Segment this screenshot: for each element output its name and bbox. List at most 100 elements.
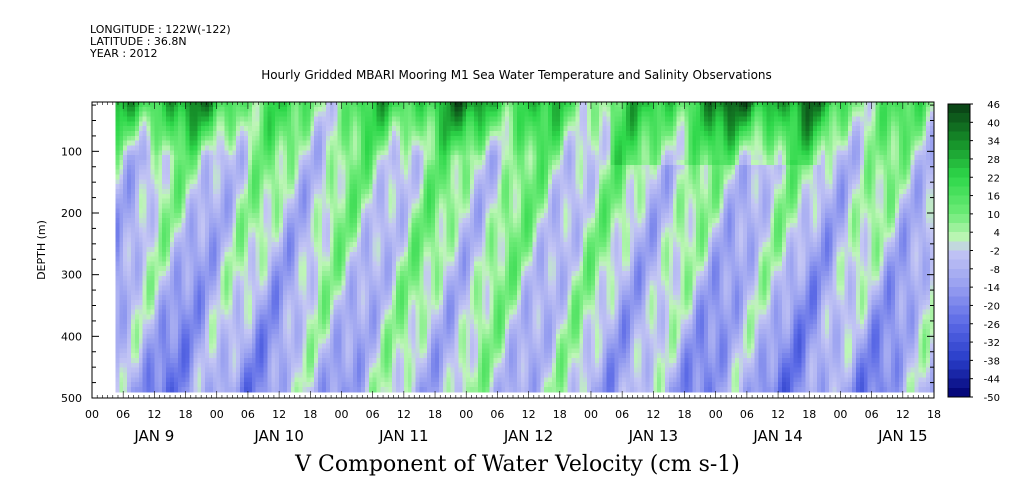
heatmap-cell	[236, 170, 241, 175]
heatmap-cell	[314, 315, 319, 320]
heatmap-cell	[135, 237, 140, 242]
heatmap-cell	[236, 310, 241, 315]
heatmap-cell	[174, 358, 179, 363]
heatmap-cell	[143, 305, 148, 310]
heatmap-cell	[186, 218, 191, 223]
heatmap-cell	[388, 281, 393, 286]
heatmap-cell	[361, 184, 366, 189]
heatmap-cell	[260, 160, 265, 165]
heatmap-cell	[349, 141, 354, 146]
heatmap-cell	[193, 218, 198, 223]
heatmap-cell	[213, 160, 218, 165]
heatmap-cell	[209, 179, 214, 184]
heatmap-cell	[217, 339, 222, 344]
heatmap-cell	[427, 310, 432, 315]
heatmap-cell	[435, 315, 440, 320]
heatmap-cell	[404, 339, 409, 344]
heatmap-cell	[143, 116, 148, 121]
heatmap-cell	[201, 174, 206, 179]
heatmap-cell	[186, 121, 191, 126]
heatmap-cell	[416, 305, 421, 310]
heatmap-cell	[127, 353, 132, 358]
heatmap-cell	[322, 344, 327, 349]
heatmap-cell	[357, 334, 362, 339]
heatmap-cell	[150, 363, 155, 368]
heatmap-cell	[349, 228, 354, 233]
heatmap-cell	[435, 261, 440, 266]
heatmap-cell	[287, 228, 292, 233]
heatmap-cell	[373, 319, 378, 324]
heatmap-cell	[240, 237, 245, 242]
heatmap-cell	[115, 266, 120, 271]
heatmap-cell	[260, 368, 265, 373]
heatmap-cell	[201, 208, 206, 213]
heatmap-cell	[186, 353, 191, 358]
heatmap-cell	[217, 377, 222, 382]
heatmap-cell	[186, 203, 191, 208]
heatmap-cell	[189, 102, 194, 107]
heatmap-cell	[135, 242, 140, 247]
heatmap-cell	[349, 276, 354, 281]
heatmap-cell	[353, 189, 358, 194]
heatmap-cell	[299, 377, 304, 382]
heatmap-cell	[353, 160, 358, 165]
heatmap-cell	[283, 319, 288, 324]
heatmap-cell	[427, 334, 432, 339]
heatmap-cell	[197, 189, 202, 194]
heatmap-cell	[221, 213, 226, 218]
heatmap-cell	[416, 150, 421, 155]
heatmap-cell	[377, 208, 382, 213]
heatmap-cell	[291, 165, 296, 170]
heatmap-cell	[158, 218, 163, 223]
heatmap-cell	[369, 237, 374, 242]
heatmap-cell	[127, 315, 132, 320]
heatmap-cell	[322, 353, 327, 358]
heatmap-cell	[139, 286, 144, 291]
heatmap-cell	[189, 252, 194, 257]
heatmap-cell	[248, 315, 253, 320]
heatmap-cell	[244, 189, 249, 194]
heatmap-cell	[267, 223, 272, 228]
heatmap-cell	[275, 242, 280, 247]
heatmap-cell	[225, 382, 230, 387]
heatmap-cell	[244, 377, 249, 382]
heatmap-cell	[423, 232, 428, 237]
heatmap-cell	[334, 290, 339, 295]
heatmap-cell	[264, 271, 269, 276]
heatmap-cell	[221, 232, 226, 237]
heatmap-cell	[217, 271, 222, 276]
heatmap-cell	[267, 160, 272, 165]
heatmap-cell	[209, 329, 214, 334]
heatmap-cell	[162, 174, 167, 179]
heatmap-cell	[228, 344, 233, 349]
heatmap-cell	[166, 131, 171, 136]
heatmap-cell	[287, 319, 292, 324]
heatmap-cell	[279, 290, 284, 295]
heatmap-cell	[232, 344, 237, 349]
heatmap-cell	[365, 126, 370, 131]
heatmap-cell	[431, 358, 436, 363]
heatmap-cell	[310, 107, 315, 112]
heatmap-cell	[291, 353, 296, 358]
heatmap-cell	[373, 387, 378, 392]
heatmap-cell	[295, 194, 300, 199]
heatmap-cell	[357, 170, 362, 175]
heatmap-cell	[369, 290, 374, 295]
heatmap-cell	[283, 208, 288, 213]
heatmap-cell	[306, 329, 311, 334]
heatmap-cell	[221, 368, 226, 373]
heatmap-cell	[392, 368, 397, 373]
heatmap-cell	[377, 353, 382, 358]
heatmap-cell	[396, 348, 401, 353]
heatmap-cell	[295, 276, 300, 281]
heatmap-cell	[271, 194, 276, 199]
heatmap-cell	[275, 116, 280, 121]
heatmap-cell	[380, 315, 385, 320]
heatmap-cell	[392, 329, 397, 334]
heatmap-cell	[380, 310, 385, 315]
heatmap-cell	[334, 368, 339, 373]
heatmap-cell	[260, 324, 265, 329]
heatmap-cell	[349, 387, 354, 392]
heatmap-cell	[369, 344, 374, 349]
heatmap-cell	[127, 286, 132, 291]
